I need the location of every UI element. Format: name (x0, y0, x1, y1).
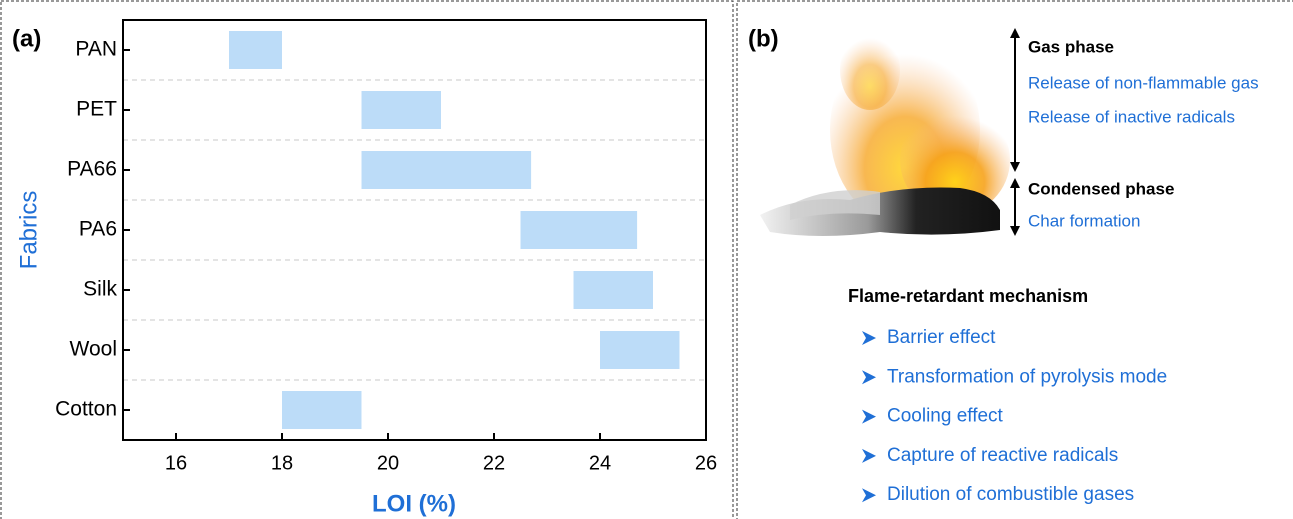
x-tick-label: 18 (271, 452, 293, 474)
phase-item: Release of non-flammable gas (1028, 73, 1259, 92)
mechanism-title: Flame-retardant mechanism (848, 286, 1088, 306)
range-bar (574, 271, 654, 309)
phase-title: Condensed phase (1028, 179, 1174, 198)
range-bar (362, 91, 442, 129)
bullet-arrow (862, 410, 876, 424)
phase-item: Release of inactive radicals (1028, 107, 1235, 126)
mechanism-item: Capture of reactive radicals (887, 445, 1118, 466)
y-tick-label: Wool (70, 338, 117, 361)
mechanism-item: Cooling effect (887, 406, 1004, 427)
phase-item: Char formation (1028, 211, 1140, 230)
range-bar (229, 31, 282, 69)
x-tick-label: 22 (483, 452, 505, 474)
page: {"chart_data": {"type": "range-bar", "pa… (0, 0, 1293, 519)
bullet-arrow (862, 331, 876, 345)
bullet-arrow (862, 449, 876, 463)
x-tick-label: 24 (589, 452, 611, 474)
x-tick-label: 26 (695, 452, 717, 474)
y-tick-label: PA6 (79, 218, 117, 241)
mechanism-item: Transformation of pyrolysis mode (887, 366, 1167, 387)
y-axis-label: Fabrics (15, 191, 42, 270)
x-tick-label: 16 (165, 452, 187, 474)
range-bar (600, 331, 680, 369)
range-bar (362, 151, 532, 189)
plot-area: 16 18 20 22 24 26 PAN PET PA66 PA6 Silk Wool Cotton (55, 31, 717, 474)
range-bar (521, 211, 638, 249)
y-tick-label: PET (76, 98, 117, 121)
panel-label: (b) (748, 25, 779, 52)
range-bar (282, 391, 362, 429)
figure: (a) Fabrics LOI (%) 16 18 20 22 24 26 PAN PET PA… (0, 0, 1293, 519)
mechanism-item: Barrier effect (887, 327, 996, 348)
y-tick-label: PA66 (67, 158, 117, 181)
y-tick-label: PAN (75, 38, 117, 61)
phase-title: Gas phase (1028, 37, 1114, 56)
panel-label: (a) (12, 25, 41, 52)
x-axis-label: LOI (%) (372, 490, 456, 517)
y-tick-label: Silk (83, 278, 117, 301)
flame-illustration (760, 30, 1010, 236)
bullet-arrow (862, 488, 876, 502)
mechanism-list: Barrier effect Transformation of pyrolysi… (862, 327, 1167, 505)
mechanism-item: Dilution of combustible gases (887, 484, 1134, 505)
bullet-arrow (862, 370, 876, 384)
x-tick-label: 20 (377, 452, 399, 474)
y-tick-label: Cotton (55, 398, 117, 421)
